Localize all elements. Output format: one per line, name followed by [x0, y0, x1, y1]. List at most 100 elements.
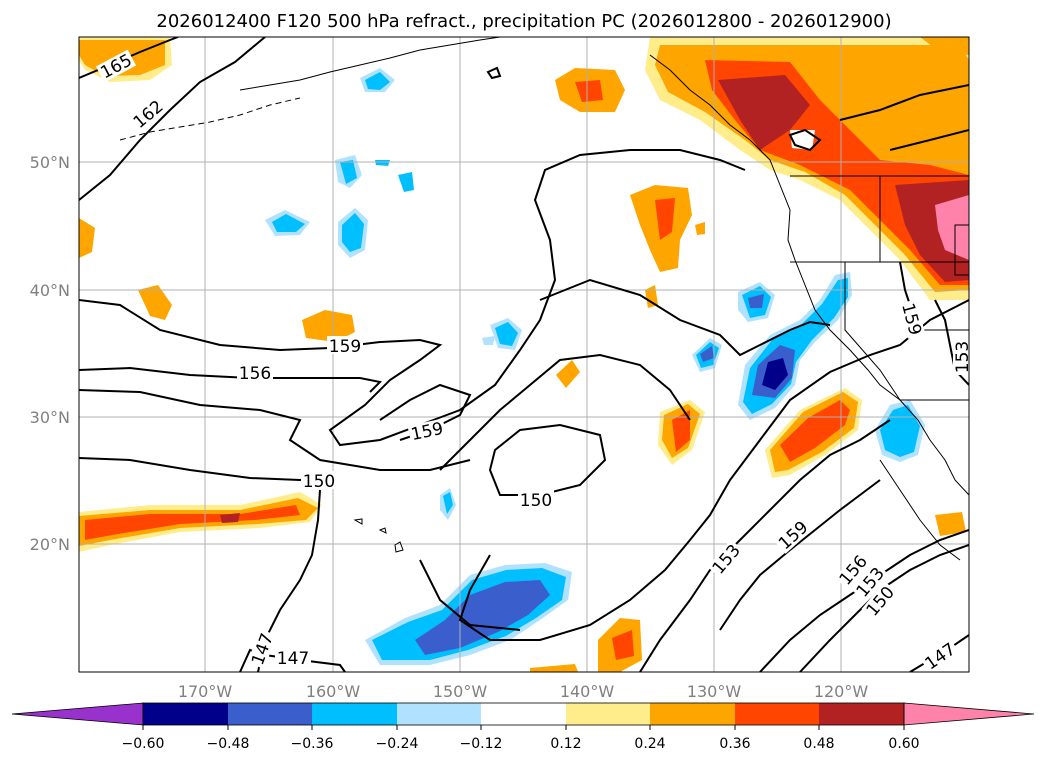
contour-153-east [458, 299, 969, 641]
shade-blue-7 [495, 322, 518, 346]
contour-ne-2 [889, 129, 969, 151]
graticule [79, 37, 969, 672]
shade-blue-12 [880, 405, 920, 457]
shade-blue-10-mid [700, 346, 714, 362]
colorbar-extend-high [903, 702, 1035, 726]
colorbar-bin-8 [735, 703, 819, 725]
map-frame [78, 36, 970, 673]
colorbar-bin-7 [650, 703, 735, 725]
baja-coast [879, 459, 961, 561]
shade-blue-8 [482, 336, 495, 345]
lat-labels: 50°N 40°N 30°N 20°N [30, 153, 70, 554]
contour-label-bg-162 [128, 95, 168, 133]
contour-label-bg-165 [95, 49, 137, 83]
contour-label-bg-150b [518, 490, 554, 508]
shade-blue-1 [365, 72, 390, 90]
lon-label-160w: 160°W [306, 682, 361, 701]
lat-label-40: 40°N [30, 281, 70, 300]
contour-153 [79, 389, 471, 471]
contour-label-150-b: 150 [520, 491, 552, 511]
lon-label-150w: 150°W [433, 682, 488, 701]
ca-nv-border [844, 262, 901, 401]
shade-patch-1-red [575, 80, 603, 102]
lat-label-50: 50°N [30, 153, 70, 172]
colorbar-bin-2 [228, 703, 312, 725]
shade-patch-4 [79, 218, 95, 258]
colorbar-label-8: 0.36 [719, 736, 750, 752]
contour-159-south [639, 419, 891, 672]
shade-patch-8 [695, 222, 705, 235]
contour-label-bg-153c [953, 339, 969, 375]
alaska-coast [239, 37, 501, 91]
contour-159-upper [79, 149, 746, 447]
contour-159-east [539, 278, 831, 357]
shade-necorner-orange [920, 37, 969, 55]
contour-156-south [719, 479, 881, 631]
state-border-3 [954, 224, 969, 276]
contour-159-mid [439, 353, 691, 471]
colorbar-label-6: 0.12 [550, 736, 581, 752]
shade-blue-4 [375, 160, 390, 166]
contour-label-150-a: 150 [303, 472, 335, 492]
shade-patch-3-red [655, 198, 675, 240]
colorbar-label-2: −0.48 [207, 736, 250, 752]
contour-label-156: 156 [239, 364, 271, 384]
shade-blue-9-mid [748, 294, 764, 308]
na-west-coast [649, 54, 969, 496]
contour-ne [839, 84, 969, 121]
contour-label-bg-159c [773, 516, 813, 554]
contour-150-south [419, 559, 521, 631]
shade-band-red [85, 505, 300, 540]
shade-patch-12 [935, 512, 966, 536]
shade-nw-darkred-1 [718, 75, 810, 150]
shade-blue-3 [398, 172, 414, 192]
shade-band-darkred [220, 513, 240, 523]
hawaii [353, 518, 404, 553]
contour-label-153-c: 153 [953, 341, 973, 373]
lon-label-120w: 120°W [814, 682, 869, 701]
lon-label-130w: 130°W [687, 682, 742, 701]
shade-blue-6 [342, 213, 364, 252]
colorbar-label-7: 0.24 [634, 736, 665, 752]
colorbar-label-9: 0.48 [803, 736, 834, 752]
lon-label-170w: 170°W [178, 682, 233, 701]
contour-162 [79, 37, 266, 201]
contour-label-bg-156b [834, 550, 872, 590]
shade-patch-13-red [612, 630, 634, 660]
contour-label-bg-150c [861, 581, 899, 621]
colorbar-bin-4 [397, 703, 481, 725]
lon-label-140w: 140°W [560, 682, 615, 701]
colorbar-bin-5 [481, 703, 566, 725]
shade-patch-6 [302, 310, 355, 342]
shade-blue-11-dark [762, 358, 788, 390]
lat-label-30: 30°N [30, 408, 70, 427]
lat-label-20: 20°N [30, 535, 70, 554]
colorbar: −0.60 −0.48 −0.36 −0.24 −0.12 0.12 0.24 … [11, 702, 1035, 752]
colorbar-extend-low [11, 702, 144, 726]
shade-blue-13 [443, 492, 453, 514]
contour-label-bg-147b [275, 648, 311, 666]
shade-nw-pink [935, 195, 969, 260]
contour-156 [79, 366, 383, 393]
contour-label-bg-147c [920, 638, 960, 672]
contour-loop [788, 128, 822, 152]
shade-patch-9 [556, 360, 580, 388]
map-panel: 165 162 159 156 159 150 150 153 159 156 … [79, 37, 973, 672]
colorbar-label-4: −0.24 [376, 736, 419, 752]
shade-patch-11-red [780, 400, 850, 462]
colorbar-frame [142, 702, 905, 726]
colorbar-label-5: −0.12 [460, 736, 503, 752]
shade-patch-7 [645, 285, 658, 308]
shade-patch-10-red [672, 410, 690, 452]
contour-label-bg-159d [898, 299, 926, 339]
lon-labels: 170°W 160°W 150°W 140°W 130°W 120°W [178, 682, 869, 701]
contour-label-147-b: 147 [277, 649, 309, 669]
colorbar-bin-1 [143, 703, 228, 725]
map-title: 2026012400 F120 500 hPa refract., precip… [156, 11, 891, 32]
shade-patch-2 [862, 58, 888, 80]
colorbar-label-10: 0.60 [888, 736, 919, 752]
shade-patch-5 [138, 285, 172, 320]
contour-label-bg-159b [407, 418, 447, 444]
contour-label-bg-147a [247, 629, 277, 669]
contour-label-bg-153b [851, 562, 889, 602]
